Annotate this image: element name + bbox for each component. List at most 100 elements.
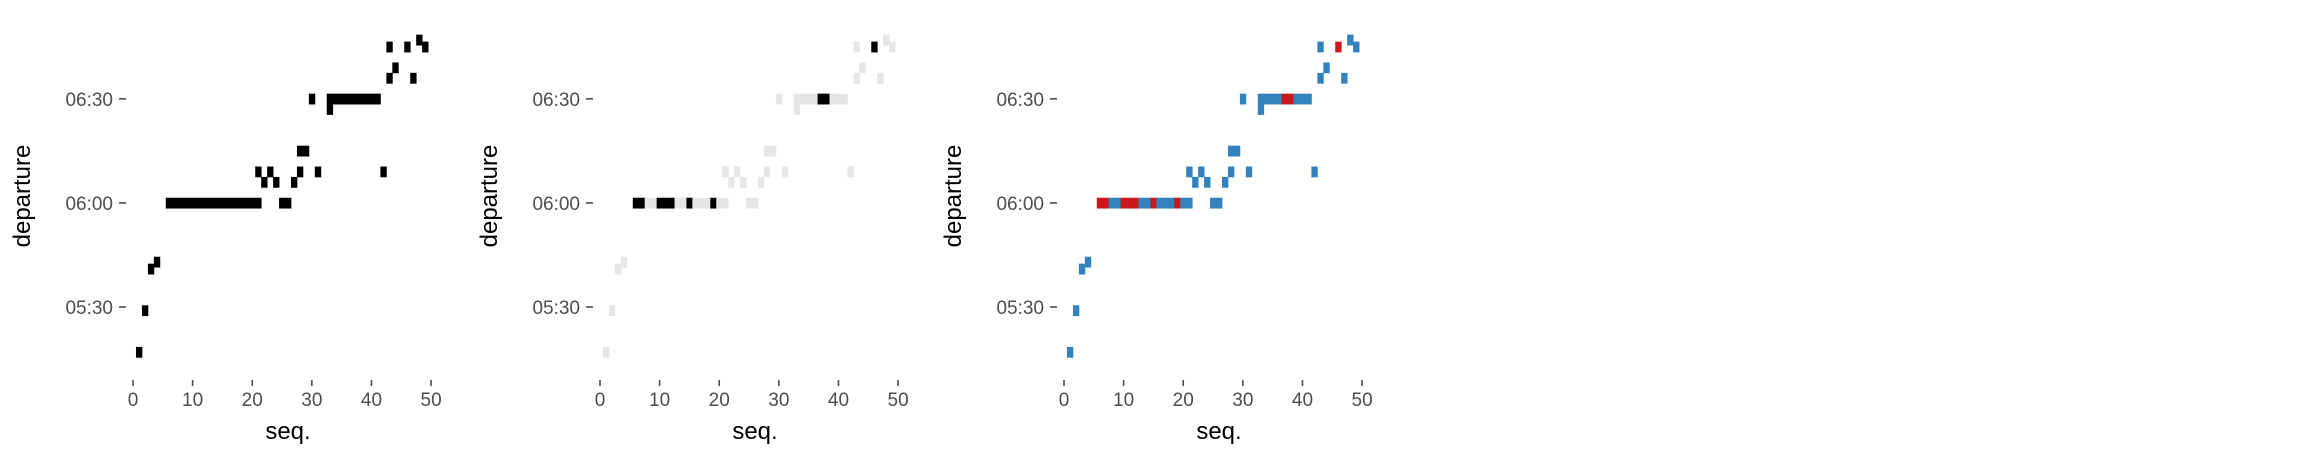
heatmap-cell — [153, 256, 161, 268]
heatmap-cell — [1120, 197, 1127, 209]
heatmap-cell — [1311, 166, 1318, 178]
x-axis-title: seq. — [732, 418, 777, 445]
heatmap-cell — [326, 104, 334, 115]
heatmap-cell — [237, 197, 244, 209]
y-axis-title: departure — [9, 145, 36, 248]
x-tick-label: 40 — [828, 390, 849, 411]
x-tick-label: 10 — [649, 390, 670, 411]
heatmap-cell — [608, 305, 616, 317]
heatmap-cell — [171, 197, 179, 209]
heatmap-cell — [314, 166, 322, 178]
heatmap-cell — [1066, 346, 1074, 358]
x-tick-label: 0 — [128, 390, 139, 411]
heatmap-cell — [141, 305, 149, 317]
heatmap-cell — [249, 197, 256, 209]
heatmap-cell — [386, 41, 393, 53]
heatmap-cell — [183, 197, 191, 209]
heatmap-cell — [392, 62, 399, 74]
heatmap-cell — [326, 93, 334, 105]
heatmap-cell — [386, 72, 393, 84]
heatmap-cell — [1287, 93, 1294, 105]
heatmap-cell — [273, 176, 280, 188]
heatmap-cell — [877, 72, 884, 84]
heatmap-cell — [165, 197, 173, 209]
heatmap-cell — [781, 166, 789, 178]
heatmap-cell — [1335, 41, 1342, 53]
y-tick-label: 06:30 — [996, 90, 1044, 111]
heatmap-cell — [1174, 197, 1181, 209]
y-tick-label: 05:30 — [65, 298, 113, 319]
heatmap-cell — [296, 145, 304, 157]
heatmap-cell — [1150, 197, 1157, 209]
heatmap-cell — [650, 197, 658, 209]
heatmap-cell — [614, 263, 622, 275]
heatmap-cell — [213, 197, 220, 209]
y-tick-label: 06:00 — [532, 194, 580, 215]
heatmap-cell — [763, 166, 771, 178]
heatmap-cell — [716, 197, 723, 209]
heatmap-cell — [1072, 305, 1080, 317]
x-tick-label: 30 — [768, 390, 789, 411]
heatmap-cell — [1275, 93, 1282, 105]
heatmap-cell — [793, 104, 801, 115]
heatmap-cell — [1317, 72, 1324, 84]
heatmap-cell — [1204, 176, 1211, 188]
heatmap-cell — [662, 197, 669, 209]
heatmap-cell — [602, 346, 610, 358]
x-tick-label: 50 — [1352, 390, 1373, 411]
heatmap-cell — [1257, 93, 1265, 105]
heatmap-cell — [829, 93, 836, 105]
heatmap-cell — [1096, 197, 1104, 209]
heatmap-cell — [1227, 166, 1235, 178]
heatmap-cell — [255, 166, 262, 178]
heatmap-cell — [231, 197, 238, 209]
chart-panel-2: 0 10 20 30 40 50 05:30 06:00 06:30 seq. departure — [476, 34, 909, 445]
x-tick-label: 30 — [1232, 390, 1253, 411]
heatmap-cell — [692, 197, 699, 209]
heatmap-cell — [201, 197, 208, 209]
x-tick-label: 20 — [242, 390, 263, 411]
heatmap-cell — [668, 197, 675, 209]
heatmap-cell — [1353, 41, 1360, 53]
heatmap-cell — [722, 166, 729, 178]
heatmap-cell — [416, 34, 423, 46]
heatmap-cell — [1132, 197, 1139, 209]
heatmap-cell — [380, 166, 387, 178]
heatmap-cell — [1299, 93, 1306, 105]
heatmap-cell — [1192, 176, 1199, 188]
heatmap-cell — [225, 197, 232, 209]
heatmap-cell — [620, 256, 628, 268]
heatmap-cell — [1108, 197, 1116, 209]
heatmap-cell — [1293, 93, 1300, 105]
y-tick-label: 05:30 — [532, 298, 580, 319]
heatmap-cell — [1186, 166, 1193, 178]
heatmap-cell — [350, 93, 357, 105]
x-tick-label: 50 — [888, 390, 909, 411]
heatmap-cell — [740, 176, 747, 188]
heatmap-cell — [1269, 93, 1277, 105]
heatmap-cell — [1138, 197, 1145, 209]
y-tick-label: 06:00 — [996, 194, 1044, 215]
heatmap-cell — [368, 93, 375, 105]
x-tick-label: 20 — [1173, 390, 1194, 411]
x-tick-label: 50 — [421, 390, 442, 411]
heatmap-cell — [656, 197, 663, 209]
heatmap-cell — [1323, 62, 1330, 74]
heatmap-cell — [135, 346, 143, 358]
heatmap-cell — [290, 176, 298, 188]
heatmap-cell — [219, 197, 226, 209]
heatmap-cell — [147, 263, 155, 275]
heatmap-cell — [332, 93, 340, 105]
heatmap-cell — [823, 93, 830, 105]
heatmap-cell — [255, 197, 262, 209]
heatmap-cell — [817, 93, 824, 105]
heatmap-cell — [189, 197, 196, 209]
heatmap-cell — [752, 197, 759, 209]
x-tick-label: 40 — [361, 390, 382, 411]
heatmap-cell — [638, 197, 646, 209]
heatmap-cell — [734, 166, 741, 178]
heatmap-cell — [261, 176, 268, 188]
heatmap-cell — [1263, 93, 1271, 105]
y-axis-title: departure — [476, 145, 503, 248]
heatmap-cell — [1156, 197, 1163, 209]
